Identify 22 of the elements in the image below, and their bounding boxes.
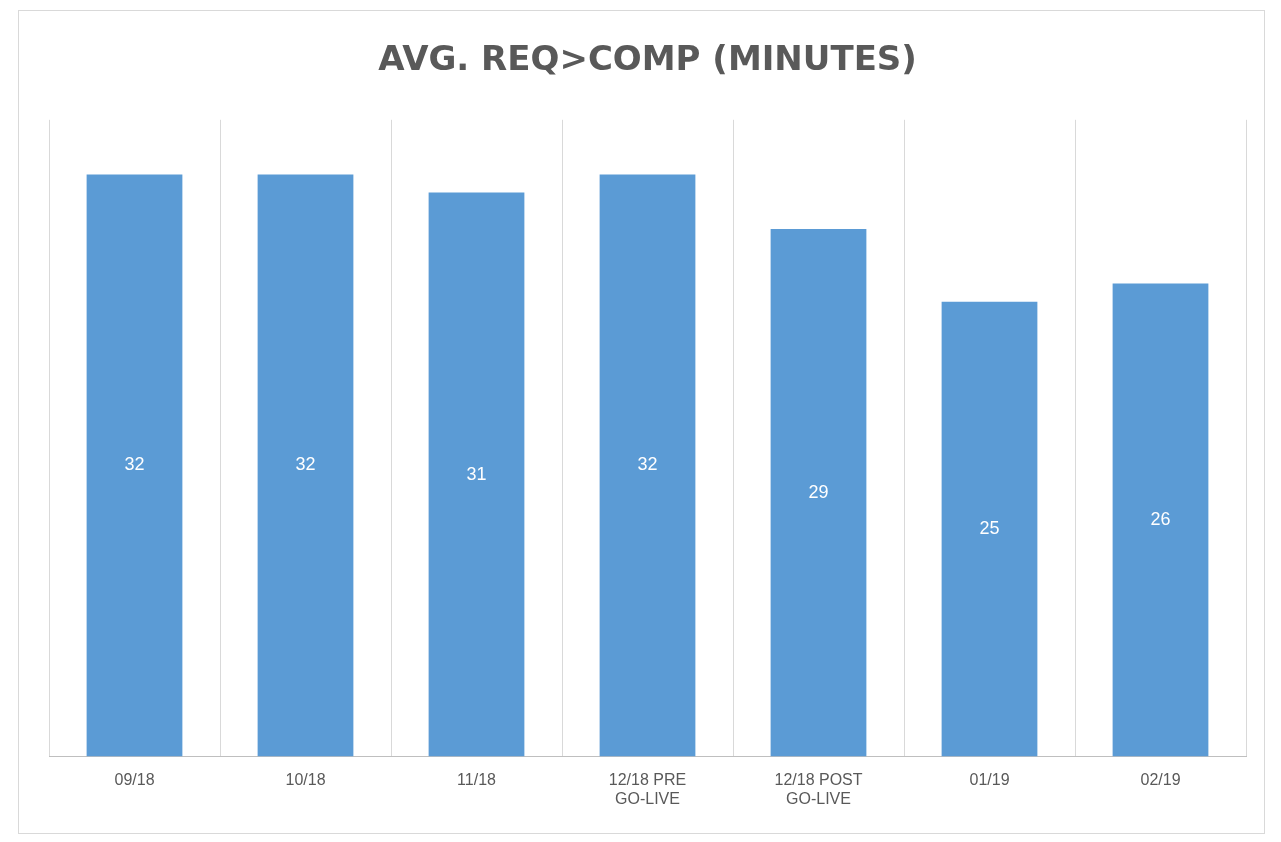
x-tick-label: 12/18 POST GO-LIVE <box>774 770 863 807</box>
bar <box>770 228 867 757</box>
data-label: 25 <box>979 518 1000 539</box>
bar <box>941 301 1038 757</box>
x-tick-label: 01/19 <box>969 770 1010 788</box>
x-tick-label: 12/18 PRE GO-LIVE <box>608 770 687 807</box>
x-tick-label: 09/18 <box>114 770 155 788</box>
bar <box>599 174 696 757</box>
bar <box>428 192 525 757</box>
data-label: 26 <box>1150 509 1171 530</box>
data-label: 32 <box>124 454 145 475</box>
bar <box>257 174 354 757</box>
bar <box>1112 283 1209 757</box>
x-tick-label: 02/19 <box>1140 770 1181 788</box>
x-tick-label: 10/18 <box>285 770 326 788</box>
chart-title: AVG. REQ>COMP (MINUTES) <box>378 38 917 79</box>
bar <box>86 174 183 757</box>
data-label: 29 <box>808 481 829 502</box>
data-label: 32 <box>295 454 316 475</box>
x-tick-label: 11/18 <box>457 770 497 788</box>
data-label: 32 <box>637 454 658 475</box>
data-label: 31 <box>466 463 487 484</box>
